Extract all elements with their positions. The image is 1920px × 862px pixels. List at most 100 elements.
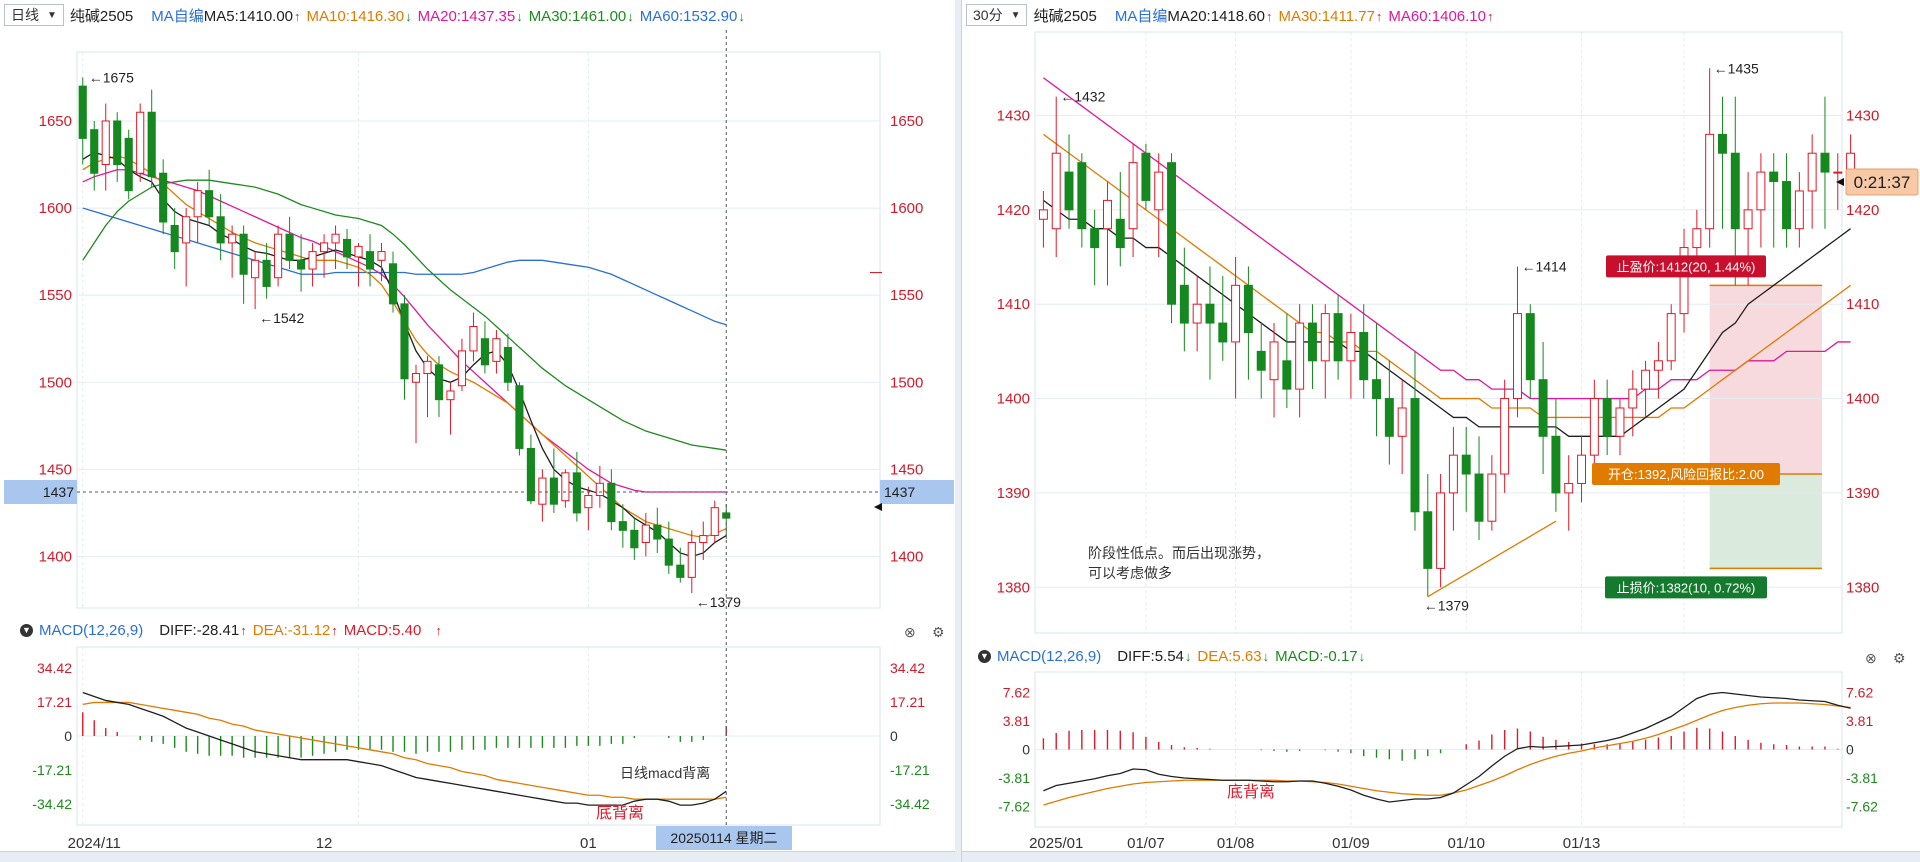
candle-body <box>1577 454 1587 484</box>
candle-body <box>1269 341 1279 381</box>
intraday-candlestick-chart[interactable]: 1380 1380 1390 1390 1400 1400 1410 1410 1420 1420… <box>962 0 1920 862</box>
macd-tick-label-right: 34.42 <box>890 660 925 676</box>
ma-legend-item: MA20:1437.35↓ <box>417 7 523 25</box>
ma-legend-item: MA60:1532.90↓ <box>639 7 745 25</box>
down-arrow-icon: ↓ <box>405 8 412 24</box>
daily-candlestick-chart[interactable]: 1400 1400 1450 1450 1500 1500 1550 1550 1600 1600… <box>0 0 955 862</box>
candle-body <box>607 482 616 523</box>
chevron-down-icon: ▼ <box>47 9 57 21</box>
ma-legend-item: MA60:1406.10↑ <box>1388 7 1494 25</box>
candle-body <box>239 233 248 275</box>
macd-value: MACD:-0.17 <box>1275 648 1358 665</box>
period-select-30m[interactable]: 30分 ▼ <box>966 4 1028 26</box>
candle-body <box>1743 209 1753 230</box>
candle-body <box>377 251 386 261</box>
candle-body <box>136 111 145 174</box>
down-arrow-icon: ↓ <box>516 8 523 24</box>
crosshair-price-label-right: 1437 <box>884 484 915 500</box>
candle-body <box>1589 398 1599 456</box>
up-arrow-icon: ↑ <box>331 623 338 638</box>
candle-body <box>170 224 179 253</box>
candle-body <box>1730 152 1740 230</box>
ma30-line <box>1043 133 1851 419</box>
high-annotation: ←1435 <box>1714 60 1759 76</box>
close-icon[interactable]: ⊗ <box>1865 650 1877 666</box>
daily-chart-panel: 日线 ▼ 纯碱2505 MA自编MA5:1410.00↑ MA10:1416.30↓… <box>0 0 956 862</box>
candle-body <box>1320 313 1330 362</box>
macd-dea: DEA:5.63 <box>1197 648 1262 665</box>
collapse-icon[interactable]: ▼ <box>978 650 991 663</box>
candle-body <box>699 535 708 544</box>
candle-body <box>1231 284 1241 343</box>
macd-tick-label: 7.62 <box>1003 684 1030 700</box>
panel-divider[interactable] <box>955 0 961 862</box>
candle-body <box>423 360 432 375</box>
status-bar <box>962 851 1920 862</box>
down-arrow-icon: ↓ <box>738 8 745 24</box>
candle-body <box>526 447 535 502</box>
candle-body <box>1474 473 1484 522</box>
candle-body <box>1423 511 1433 569</box>
take-profit-badge <box>1606 255 1766 278</box>
candle-body <box>1090 228 1100 249</box>
macd-tick-label-right: 3.81 <box>1846 713 1873 729</box>
gear-icon[interactable]: ⚙ <box>1893 650 1906 666</box>
close-icon[interactable]: ⊗ <box>904 624 916 640</box>
candle-body <box>1448 454 1458 494</box>
gear-icon[interactable]: ⚙ <box>932 624 945 640</box>
dea-line <box>1043 702 1851 806</box>
candle-body <box>124 137 133 192</box>
x-tick-label: 01 <box>580 835 597 852</box>
candle-body <box>113 120 122 166</box>
price-plot-frame <box>1034 31 1843 634</box>
candle-body <box>1154 171 1164 211</box>
candle-body <box>710 507 719 537</box>
status-bar <box>0 851 955 862</box>
ma20-line <box>1043 199 1851 437</box>
stop-loss-zone <box>1709 474 1822 569</box>
divergence-label: 底背离 <box>1227 783 1275 801</box>
candle-body <box>1717 133 1727 154</box>
analysis-note: 可以考虑做多 <box>1088 565 1172 581</box>
take-profit-zone <box>1709 285 1822 475</box>
candle-body <box>618 521 627 531</box>
candle-body <box>1064 171 1074 211</box>
candle-body <box>1551 435 1561 494</box>
candle-body <box>216 216 225 244</box>
candle-body <box>1487 473 1497 522</box>
macd-tick-label: -17.21 <box>32 762 72 778</box>
candle-body <box>469 326 478 352</box>
candle-body <box>1512 313 1522 400</box>
support-trendline <box>1427 520 1557 598</box>
divergence-label: 底背离 <box>596 804 644 822</box>
candle-body <box>664 538 673 566</box>
period-select-daily[interactable]: 日线 ▼ <box>4 4 64 26</box>
candle-body <box>90 129 99 174</box>
macd-tick-label-right: -17.21 <box>890 762 930 778</box>
candle-body <box>1141 152 1151 201</box>
x-tick-label: 01/13 <box>1563 835 1601 852</box>
macd-tick-label-right: -7.62 <box>1846 799 1878 815</box>
period-value: 30分 <box>973 7 1003 23</box>
y-tick-label: 1420 <box>997 202 1030 219</box>
candle-body <box>78 85 87 139</box>
candle-body <box>1615 407 1625 437</box>
candle-body <box>342 238 352 258</box>
candle-body <box>193 190 202 218</box>
macd-diff: DIFF:5.54 <box>1117 648 1184 665</box>
collapse-icon[interactable]: ▼ <box>20 624 33 637</box>
high-annotation: ←1675 <box>89 69 134 85</box>
macd-tick-label: 34.42 <box>37 660 72 676</box>
candle-body <box>630 529 639 549</box>
take-profit-label: 止盈价:1412(20, 1.44%) <box>1617 259 1756 274</box>
x-tick-label: 01/07 <box>1127 835 1165 852</box>
candle-body <box>561 472 570 502</box>
crosshair-date-label: 20250114 星期二 <box>670 830 777 846</box>
stop-loss-label: 止损价:1382(10, 0.72%) <box>1617 580 1756 595</box>
candle-body <box>1705 133 1715 230</box>
candle-body <box>1205 303 1215 324</box>
candle-body <box>1307 322 1317 362</box>
crosshair-price-box <box>4 480 77 504</box>
candle-body <box>1461 454 1471 475</box>
down-arrow-icon: ↓ <box>1184 649 1192 664</box>
